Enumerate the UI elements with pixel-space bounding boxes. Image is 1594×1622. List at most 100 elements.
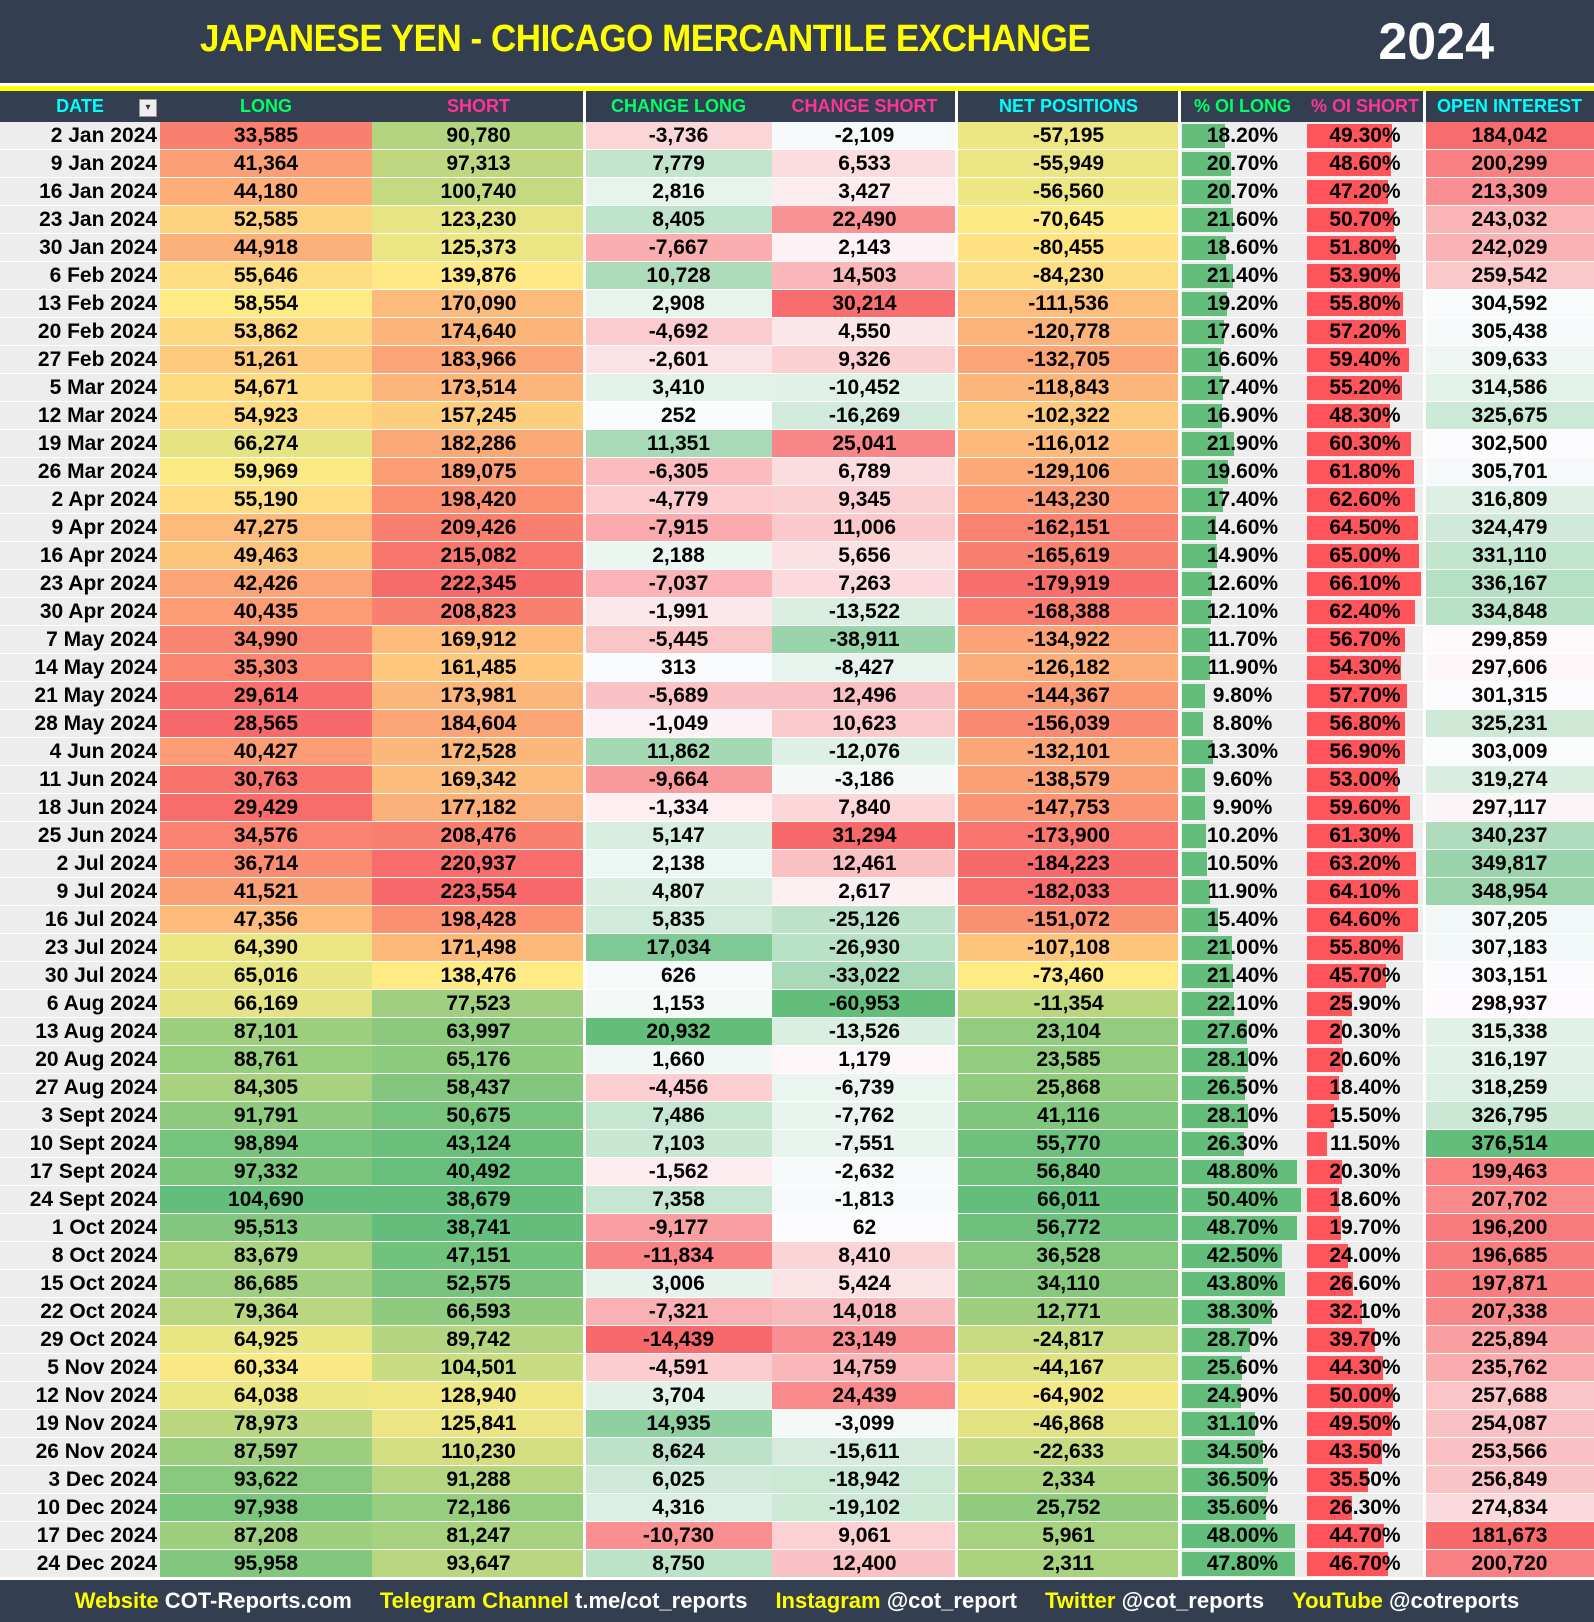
cell-value: -1,562: [648, 1160, 709, 1183]
cell-value: 1,153: [652, 992, 705, 1015]
cell-short: 91,288: [372, 1466, 585, 1493]
cell-value: -18,942: [828, 1468, 901, 1491]
footer-link-twitter[interactable]: Twitter @cot_reports: [1045, 1588, 1264, 1613]
cell-value: -132,101: [1027, 740, 1110, 763]
cell-value: 43.80%: [1206, 1272, 1279, 1295]
cell-short: 89,742: [372, 1326, 585, 1353]
cell-change-short: 5,656: [772, 542, 957, 569]
cell-value: 14.60%: [1206, 516, 1279, 539]
cell-value: 22,490: [832, 208, 897, 231]
cell-pct-oi-short: 66.10%: [1305, 570, 1425, 597]
cell-value: -120,778: [1027, 320, 1110, 343]
cell-value: 63,997: [446, 1020, 511, 1043]
cell-long: 64,038: [160, 1382, 372, 1409]
cell-value: 56.90%: [1329, 740, 1401, 763]
footer-value[interactable]: COT-Reports.com: [164, 1588, 352, 1613]
cell-long: 29,429: [160, 794, 372, 821]
footer-value[interactable]: @cotreports: [1389, 1588, 1520, 1613]
cell-value: -7,551: [834, 1132, 895, 1155]
table-row: 13 Aug 2024 87,101 63,997 20,932 -13,526 23,1…: [0, 1018, 1594, 1046]
cell-short: 66,593: [372, 1298, 585, 1325]
footer-value[interactable]: t.me/cot_reports: [575, 1588, 748, 1613]
footer-value[interactable]: @cot_reports: [1121, 1588, 1265, 1613]
cell-pct-oi-long: 25.60%: [1180, 1354, 1305, 1381]
cell-change-short: -7,551: [772, 1130, 957, 1157]
footer-link-website[interactable]: Website COT-Reports.com: [75, 1588, 352, 1613]
cell-change-short: 25,041: [772, 430, 957, 457]
cell-value: -38,911: [829, 628, 900, 651]
cell-value: 169,912: [440, 628, 517, 651]
cell-value: 36,714: [233, 852, 299, 875]
data-bar: [1182, 600, 1211, 624]
cell-value: 35.50%: [1329, 1468, 1401, 1491]
cell-value: -22,633: [1032, 1440, 1105, 1463]
table-row: 20 Aug 2024 88,761 65,176 1,660 1,179 23,585 2…: [0, 1046, 1594, 1074]
cell-value: 25,868: [1036, 1076, 1101, 1099]
cell-value: -111,536: [1028, 292, 1109, 315]
footer-link-youtube[interactable]: YouTube @cotreports: [1292, 1588, 1519, 1613]
cell-change-long: -9,664: [585, 766, 772, 793]
data-bar: [1307, 1104, 1334, 1128]
cell-change-short: 23,149: [772, 1326, 957, 1353]
footer-link-instagram[interactable]: Instagram @cot_report: [775, 1588, 1017, 1613]
cell-pct-oi-long: 27.60%: [1180, 1018, 1305, 1045]
data-bar: [1182, 1076, 1245, 1100]
table-row: 9 Jul 2024 41,521 223,554 4,807 2,617 -182,03…: [0, 878, 1594, 906]
cell-value: 11,351: [646, 432, 711, 455]
cell-open-interest: 200,299: [1425, 150, 1594, 177]
cell-value: 56.70%: [1329, 628, 1401, 651]
cell-change-short: -19,102: [772, 1494, 957, 1521]
cell-short: 171,498: [372, 934, 585, 961]
cell-date: 6 Aug 2024: [0, 990, 160, 1017]
data-bar: [1182, 1216, 1297, 1240]
table-row: 2 Jul 2024 36,714 220,937 2,138 12,461 -184,2…: [0, 850, 1594, 878]
cell-value: 27 Aug 2024: [35, 1076, 157, 1099]
cell-net-positions: -11,354: [957, 990, 1180, 1017]
cell-value: 29 Oct 2024: [40, 1328, 157, 1351]
cell-value: 38.30%: [1206, 1300, 1279, 1323]
cell-change-long: 3,704: [585, 1382, 772, 1409]
cell-value: 64.50%: [1329, 516, 1401, 539]
cell-change-short: 8,410: [772, 1242, 957, 1269]
column-separator: [1423, 91, 1426, 1580]
cell-value: 254,087: [1471, 1412, 1548, 1435]
cell-value: 174,640: [440, 320, 517, 343]
cell-value: 65,016: [233, 964, 299, 987]
cell-open-interest: 259,542: [1425, 262, 1594, 289]
cell-value: 316,197: [1471, 1048, 1548, 1071]
cell-pct-oi-short: 55.80%: [1305, 934, 1425, 961]
cell-value: 55,190: [233, 488, 299, 511]
cell-change-long: 14,935: [585, 1410, 772, 1437]
filter-dropdown-icon[interactable]: ▾: [139, 99, 157, 117]
cell-open-interest: 302,500: [1425, 430, 1594, 457]
cell-value: 64,925: [233, 1328, 299, 1351]
cell-value: 299,859: [1471, 628, 1548, 651]
cell-value: -156,039: [1027, 712, 1110, 735]
cell-date: 2 Jan 2024: [0, 122, 160, 149]
table-row: 22 Oct 2024 79,364 66,593 -7,321 14,018 12,77…: [0, 1298, 1594, 1326]
cell-date: 25 Jun 2024: [0, 822, 160, 849]
cell-short: 90,780: [372, 122, 585, 149]
data-bar: [1182, 684, 1206, 708]
cell-long: 86,685: [160, 1270, 372, 1297]
footer-label: Telegram Channel: [379, 1588, 569, 1613]
footer-value[interactable]: @cot_report: [886, 1588, 1017, 1613]
cell-value: 6,025: [652, 1468, 705, 1491]
cell-value: 3,410: [652, 376, 705, 399]
cell-net-positions: 12,771: [957, 1298, 1180, 1325]
cell-net-positions: 2,311: [957, 1550, 1180, 1577]
cell-value: 41,521: [233, 880, 299, 903]
cell-short: 38,679: [372, 1186, 585, 1213]
cell-value: 90,780: [446, 124, 511, 147]
cell-short: 38,741: [372, 1214, 585, 1241]
cell-date: 12 Nov 2024: [0, 1382, 160, 1409]
cell-value: 23 Apr 2024: [39, 572, 157, 595]
cell-long: 44,180: [160, 178, 372, 205]
header-date[interactable]: DATE: [56, 96, 104, 116]
cell-pct-oi-long: 19.20%: [1180, 290, 1305, 317]
cell-net-positions: -144,367: [957, 682, 1180, 709]
cell-pct-oi-long: 9.60%: [1180, 766, 1305, 793]
cell-value: -143,230: [1027, 488, 1110, 511]
table-row: 2 Apr 2024 55,190 198,420 -4,779 9,345 -143,2…: [0, 486, 1594, 514]
footer-link-telegram-channel[interactable]: Telegram Channel t.me/cot_reports: [380, 1588, 748, 1613]
